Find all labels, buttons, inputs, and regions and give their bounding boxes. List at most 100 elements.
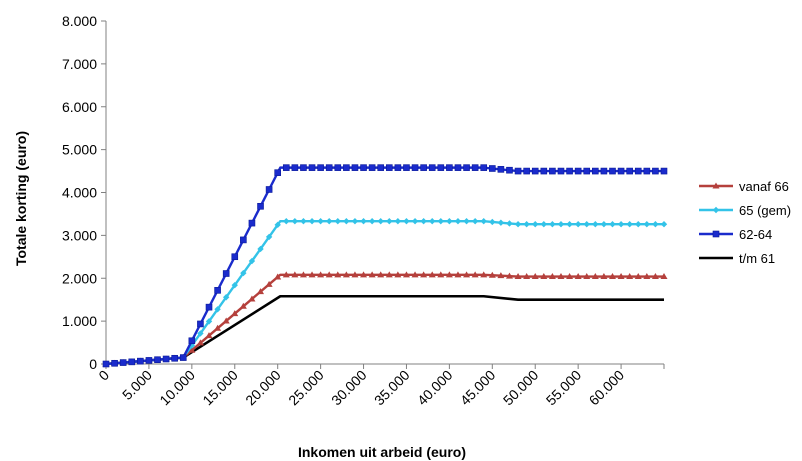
- data-point: [497, 219, 505, 226]
- x-tick-label: 60.000: [586, 367, 628, 409]
- x-tick-label: 45.000: [457, 367, 499, 409]
- data-point: [291, 271, 299, 278]
- data-point: [300, 218, 307, 225]
- data-point: [265, 233, 273, 241]
- data-point: [334, 164, 342, 171]
- data-point: [480, 164, 488, 171]
- data-point: [386, 218, 393, 225]
- data-point: [128, 358, 136, 366]
- data-point: [471, 164, 479, 171]
- data-point: [591, 273, 599, 280]
- data-point: [514, 221, 522, 228]
- data-point: [505, 272, 513, 279]
- data-point: [111, 359, 118, 367]
- data-point: [428, 271, 436, 278]
- data-point: [651, 273, 659, 280]
- data-point: [574, 273, 582, 280]
- data-point: [368, 271, 376, 278]
- data-point: [145, 357, 153, 364]
- data-point: [282, 271, 290, 278]
- data-point: [137, 357, 144, 365]
- data-point: [317, 164, 324, 171]
- data-point: [583, 221, 590, 228]
- data-point: [523, 221, 530, 228]
- data-point: [257, 245, 264, 253]
- legend-item: 62-64: [699, 227, 772, 242]
- data-point: [214, 287, 221, 294]
- data-point: [377, 164, 385, 171]
- data-point: [566, 273, 574, 280]
- data-point: [497, 272, 505, 279]
- data-point: [222, 317, 230, 324]
- legend-label: t/m 61: [739, 251, 775, 266]
- data-point: [660, 273, 668, 280]
- data-point: [652, 167, 659, 175]
- data-point: [540, 167, 548, 175]
- data-point: [188, 346, 196, 353]
- y-tick-label: 2.000: [62, 270, 97, 286]
- data-point: [454, 218, 462, 225]
- x-tick-label: 0: [95, 367, 112, 384]
- series-65-gem-: [102, 218, 668, 368]
- data-point: [265, 280, 273, 287]
- data-point: [652, 221, 659, 228]
- data-point: [239, 302, 247, 309]
- data-point: [222, 294, 230, 301]
- data-point: [463, 271, 471, 278]
- data-point: [429, 218, 436, 225]
- data-point: [231, 281, 238, 289]
- data-point: [566, 167, 573, 175]
- data-point: [574, 167, 582, 175]
- data-point: [403, 218, 410, 225]
- data-point: [283, 218, 290, 225]
- data-point: [102, 360, 110, 368]
- y-axis-title: Totale korting (euro): [13, 131, 29, 266]
- data-point: [609, 167, 616, 175]
- data-point: [334, 271, 342, 278]
- data-point: [454, 164, 462, 171]
- x-tick-label: 40.000: [414, 367, 456, 409]
- data-point: [471, 218, 479, 225]
- data-point: [626, 221, 633, 228]
- data-point: [643, 273, 651, 280]
- data-point: [240, 269, 247, 277]
- data-point: [343, 164, 350, 171]
- data-point: [385, 271, 393, 278]
- data-point: [506, 220, 513, 227]
- data-point: [634, 167, 642, 175]
- legend: vanaf 66 65 (gem) 62-64 t/m 61: [699, 179, 791, 266]
- data-point: [342, 271, 350, 278]
- data-point: [222, 270, 230, 277]
- data-point: [643, 167, 651, 175]
- data-point: [463, 164, 470, 171]
- data-point: [360, 271, 368, 278]
- data-point: [377, 271, 385, 278]
- x-tick-label: 25.000: [285, 367, 327, 409]
- data-point: [497, 166, 505, 173]
- data-point: [540, 273, 548, 280]
- data-point: [643, 221, 651, 228]
- data-point: [488, 271, 496, 278]
- data-point: [240, 236, 247, 244]
- data-point: [523, 273, 531, 280]
- data-point: [299, 271, 307, 278]
- data-point: [205, 332, 213, 339]
- data-point: [343, 218, 350, 225]
- data-point: [626, 167, 633, 175]
- data-point: [420, 218, 427, 225]
- data-point: [274, 221, 281, 229]
- data-point: [514, 167, 522, 175]
- data-point: [626, 273, 634, 280]
- data-point: [583, 273, 591, 280]
- data-point: [463, 218, 470, 225]
- data-point: [231, 310, 239, 317]
- y-tick-label: 5.000: [62, 142, 97, 158]
- data-point: [154, 356, 161, 364]
- series-62-64: [102, 164, 668, 368]
- data-point: [248, 219, 256, 227]
- x-axis: 0 5.000 10.000 15.000 20.000 25.000 30.000 35.0…: [95, 363, 665, 409]
- data-point: [300, 164, 307, 171]
- data-point: [574, 221, 582, 228]
- data-point: [351, 164, 359, 171]
